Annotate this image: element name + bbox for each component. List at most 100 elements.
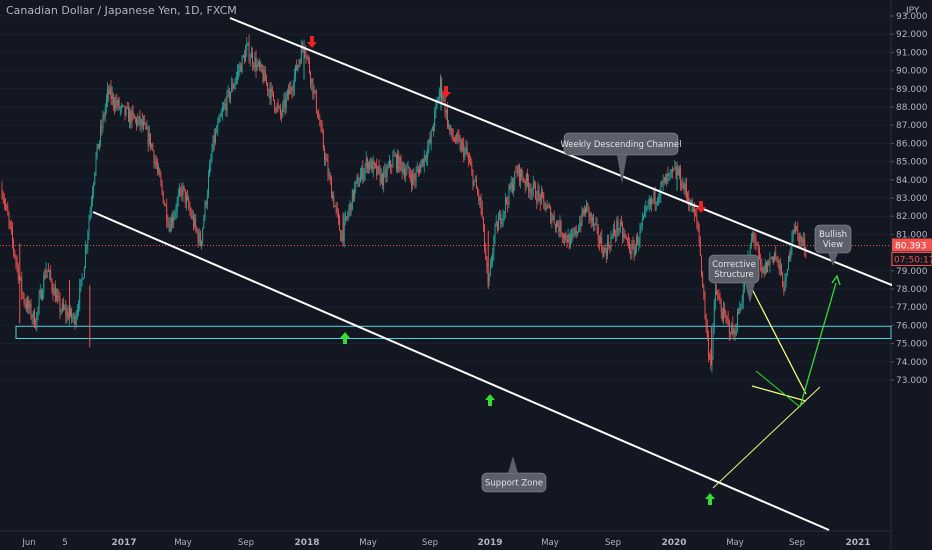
candle — [496, 220, 498, 234]
price-tick-label: 75.000 — [896, 340, 928, 350]
candle-body — [569, 236, 571, 248]
candle-body — [49, 270, 51, 272]
candle — [257, 60, 259, 68]
candle — [329, 172, 331, 185]
candle-body — [728, 321, 730, 334]
candle — [204, 199, 206, 221]
candle — [648, 195, 650, 212]
candle-body — [422, 159, 424, 166]
candle-body — [58, 295, 60, 299]
candle-body — [739, 306, 741, 314]
candle — [760, 253, 762, 272]
candle — [596, 217, 598, 235]
candle-body — [147, 127, 149, 145]
candle-body — [399, 156, 401, 171]
candle-body — [24, 303, 26, 305]
candle-body — [136, 118, 138, 126]
candle — [151, 143, 153, 150]
candle — [643, 214, 644, 221]
candle — [56, 288, 57, 302]
candle-body — [173, 217, 175, 222]
candle-body — [695, 214, 697, 215]
candle — [600, 232, 602, 244]
candle — [479, 196, 481, 209]
candle-body — [637, 236, 639, 245]
candle-body — [507, 201, 509, 205]
candle-body — [148, 133, 150, 145]
candle-body — [786, 269, 788, 274]
candle — [281, 110, 283, 123]
candle-body — [704, 293, 706, 316]
triangle-lower-line — [751, 385, 807, 402]
candle — [145, 122, 147, 131]
candle-body — [515, 171, 517, 173]
candle-body — [112, 94, 114, 105]
candle-body — [597, 226, 599, 241]
candle — [87, 229, 89, 254]
candle — [581, 206, 583, 227]
candle-body — [386, 168, 388, 177]
candle — [426, 150, 428, 166]
candle-body — [434, 110, 436, 128]
candle — [218, 114, 220, 124]
candle — [753, 231, 755, 244]
candle — [725, 309, 727, 324]
candle — [283, 93, 285, 113]
candle-body — [306, 56, 308, 58]
candle-body — [475, 180, 477, 189]
candle-body — [531, 189, 533, 194]
candle-body — [21, 277, 23, 293]
weekly-descending-channel-callout-text: Weekly Descending Channel — [560, 140, 681, 150]
price-tick-label: 88.000 — [896, 103, 928, 113]
candle-body — [772, 256, 774, 261]
candle — [100, 119, 102, 148]
candle — [104, 103, 106, 123]
candle — [603, 245, 605, 258]
candle-body — [223, 106, 225, 110]
candle — [230, 91, 231, 104]
candle — [571, 228, 573, 244]
candle-body — [81, 279, 83, 280]
candle-body — [312, 78, 314, 95]
candle — [370, 157, 372, 170]
candle-body — [419, 169, 421, 173]
candle-body — [503, 211, 505, 214]
candle-body — [404, 169, 405, 177]
candle — [8, 211, 10, 230]
candle-body — [464, 149, 466, 157]
candle — [336, 202, 338, 218]
candle — [434, 107, 436, 132]
candle — [69, 305, 71, 318]
candle-body — [172, 217, 173, 222]
candle — [794, 220, 796, 234]
candle — [617, 215, 619, 237]
candle-body — [297, 65, 299, 71]
candle-body — [46, 269, 48, 271]
candle-body — [224, 103, 226, 107]
candle-body — [436, 100, 438, 105]
candle — [612, 223, 614, 239]
candle — [501, 218, 503, 228]
candle — [474, 175, 476, 182]
candle-body — [576, 231, 578, 235]
descending-channel — [92, 17, 925, 531]
candle — [103, 112, 105, 121]
candle-body — [390, 160, 392, 167]
candle-body — [203, 218, 205, 229]
candle-body — [727, 318, 729, 322]
candle-body — [355, 180, 357, 187]
candle-body — [315, 92, 317, 111]
candle-body — [214, 132, 216, 143]
candle — [386, 163, 388, 183]
candle — [564, 233, 566, 245]
candle-body — [730, 333, 731, 335]
candle-body — [387, 166, 389, 169]
candle — [713, 298, 715, 335]
candle-body — [767, 260, 769, 273]
candle — [246, 36, 248, 57]
candle-body — [516, 171, 518, 174]
candle — [158, 163, 160, 175]
candle — [379, 164, 381, 187]
